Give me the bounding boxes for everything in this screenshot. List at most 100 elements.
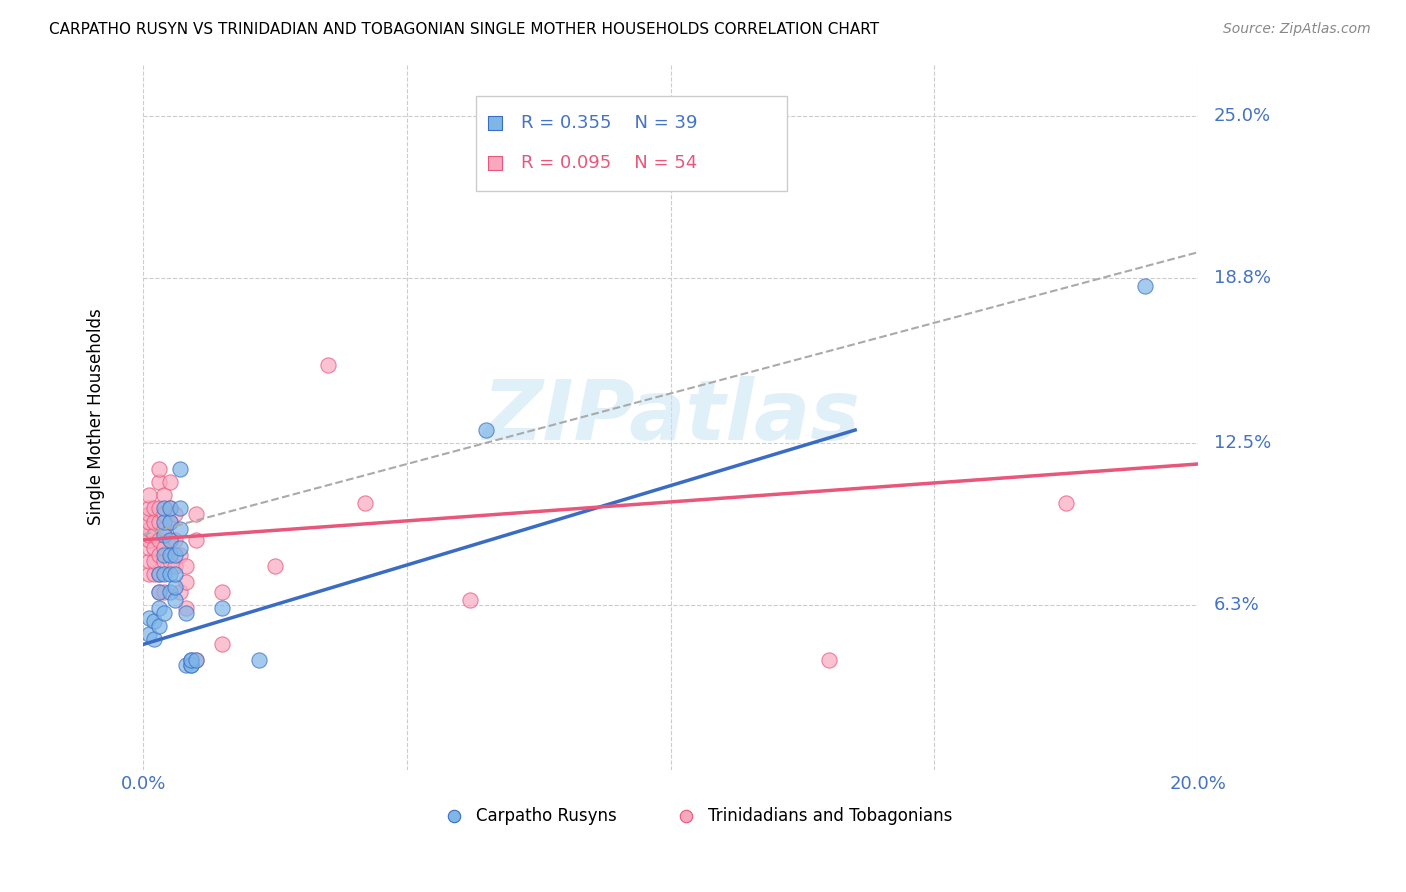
Point [159,515,181,529]
Point [264,558,287,573]
Text: 18.8%: 18.8% [1213,269,1271,287]
Point [174,606,197,620]
Point [153,541,176,555]
Point [138,533,160,547]
Point [174,558,197,573]
Point [153,606,176,620]
Text: 6.3%: 6.3% [1213,596,1260,615]
Point [148,566,170,581]
Point [153,554,176,568]
Point [353,496,375,510]
Point [138,488,160,502]
Point [184,507,207,521]
Point [458,593,481,607]
Point [138,501,160,516]
Point [153,501,176,516]
Point [138,507,160,521]
Point [142,515,165,529]
Text: R = 0.355    N = 39: R = 0.355 N = 39 [520,113,697,132]
Point [148,515,170,529]
Point [159,554,181,568]
Point [153,566,176,581]
Point [148,533,170,547]
Point [180,653,202,667]
Point [153,507,176,521]
Point [153,515,176,529]
Point [163,507,186,521]
Point [184,533,207,547]
Point [159,566,181,581]
Point [159,515,181,529]
Point [148,566,170,581]
Point [174,600,197,615]
Point [138,541,160,555]
Point [142,541,165,555]
Point [163,593,186,607]
Point [159,501,181,516]
Point [184,653,207,667]
Point [169,462,191,476]
Point [159,585,181,599]
Point [169,501,191,516]
Point [142,614,165,628]
Point [153,549,176,563]
Point [138,627,160,641]
Point [148,501,170,516]
Point [148,619,170,633]
Point [138,554,160,568]
Point [211,637,233,651]
Point [247,653,270,667]
Text: 25.0%: 25.0% [1213,107,1271,126]
Point [180,658,202,673]
Point [138,522,160,536]
Text: CARPATHO RUSYN VS TRINIDADIAN AND TOBAGONIAN SINGLE MOTHER HOUSEHOLDS CORRELATIO: CARPATHO RUSYN VS TRINIDADIAN AND TOBAGO… [49,22,879,37]
Text: Trinidadians and Tobagonians: Trinidadians and Tobagonians [707,806,952,825]
Point [169,585,191,599]
Point [211,585,233,599]
Text: ZIPatlas: ZIPatlas [482,376,859,458]
Point [159,475,181,490]
Point [159,533,181,547]
Point [142,566,165,581]
Point [142,632,165,647]
Point [163,558,186,573]
Point [163,549,186,563]
Point [174,574,197,589]
Point [138,611,160,625]
Point [316,358,339,372]
Point [142,554,165,568]
Point [817,653,839,667]
Point [138,527,160,541]
Point [163,566,186,581]
Point [148,585,170,599]
Text: Source: ZipAtlas.com: Source: ZipAtlas.com [1223,22,1371,37]
Point [153,488,176,502]
Text: 12.5%: 12.5% [1213,434,1271,452]
Point [148,475,170,490]
Point [142,527,165,541]
Point [174,658,197,673]
Point [159,549,181,563]
Point [163,533,186,547]
Point [184,653,207,667]
Text: Carpatho Rusyns: Carpatho Rusyns [475,806,616,825]
Point [148,600,170,615]
Point [169,541,191,555]
Point [1133,279,1156,293]
Text: R = 0.095    N = 54: R = 0.095 N = 54 [520,153,697,172]
Point [148,462,170,476]
Point [148,549,170,563]
Point [138,515,160,529]
Point [153,522,176,536]
Point [138,566,160,581]
Point [163,580,186,594]
Point [169,549,191,563]
Point [1054,496,1077,510]
Point [180,658,202,673]
Point [180,653,202,667]
Point [211,600,233,615]
Point [475,423,498,437]
Point [142,501,165,516]
Point [159,501,181,516]
Point [153,527,176,541]
